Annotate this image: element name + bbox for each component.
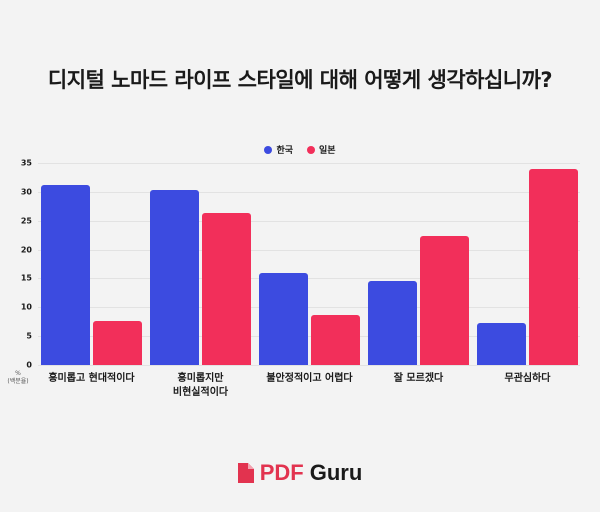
legend-label-japan: 일본: [319, 146, 336, 156]
gridline: [38, 307, 580, 309]
y-tick-label: 10: [20, 302, 32, 312]
x-tick-label: 흥미롭고 현대적이다: [48, 373, 135, 384]
gridline: [38, 249, 580, 251]
y-axis-unit: % (백분율): [6, 370, 30, 386]
logo-guru-text: Guru: [309, 460, 363, 485]
y-tick-label: 5: [26, 331, 32, 341]
gridline: [38, 278, 580, 280]
legend: 한국 일본: [0, 143, 600, 156]
gridline: [38, 365, 580, 366]
legend-dot-japan-icon: [307, 145, 315, 154]
gridline: [38, 191, 580, 193]
plot-area: 0 5 10 15 20 25 30 35: [21, 159, 580, 370]
bar-korea[interactable]: [259, 272, 308, 365]
y-tick-label: 30: [20, 187, 32, 197]
x-tick-label: 잘 모르겠다: [393, 373, 444, 384]
legend-item-japan[interactable]: 일본: [307, 143, 336, 156]
bar-japan[interactable]: [529, 168, 578, 365]
y-unit-subtitle: (백분율): [7, 378, 29, 385]
y-unit-symbol: %: [15, 370, 21, 377]
pdfguru-logo: PDF Guru: [0, 460, 600, 486]
bar-korea[interactable]: [477, 322, 526, 365]
bar-japan[interactable]: [420, 235, 469, 365]
bar-japan[interactable]: [93, 321, 142, 365]
bar-japan[interactable]: [311, 315, 360, 365]
gridline: [38, 220, 580, 222]
x-tick-label: 흥미롭지만 비현실적이다: [172, 373, 229, 398]
legend-dot-korea-icon: [264, 145, 273, 154]
y-tick-label: 25: [20, 216, 32, 226]
gridline: [38, 163, 580, 164]
y-tick-label: 0: [26, 360, 32, 370]
bar-korea[interactable]: [41, 184, 90, 365]
bar-japan[interactable]: [202, 212, 251, 365]
y-tick-label: 15: [20, 273, 32, 283]
x-tick-label: 불안정적이고 어렵다: [266, 373, 353, 384]
x-tick-label: 무관심하다: [504, 373, 551, 384]
y-tick-label: 35: [20, 158, 32, 168]
document-icon: [237, 463, 254, 483]
logo-pdf-text: PDF: [259, 460, 304, 485]
gridline: [38, 336, 580, 338]
chart-title: 디지털 노마드 라이프 스타일에 대해 어떻게 생각하십니까?: [47, 68, 553, 92]
y-tick-label: 20: [20, 245, 32, 255]
bar-korea[interactable]: [368, 281, 417, 365]
legend-item-korea[interactable]: 한국: [264, 143, 293, 156]
legend-label-korea: 한국: [276, 146, 293, 156]
bar-korea[interactable]: [150, 190, 199, 365]
